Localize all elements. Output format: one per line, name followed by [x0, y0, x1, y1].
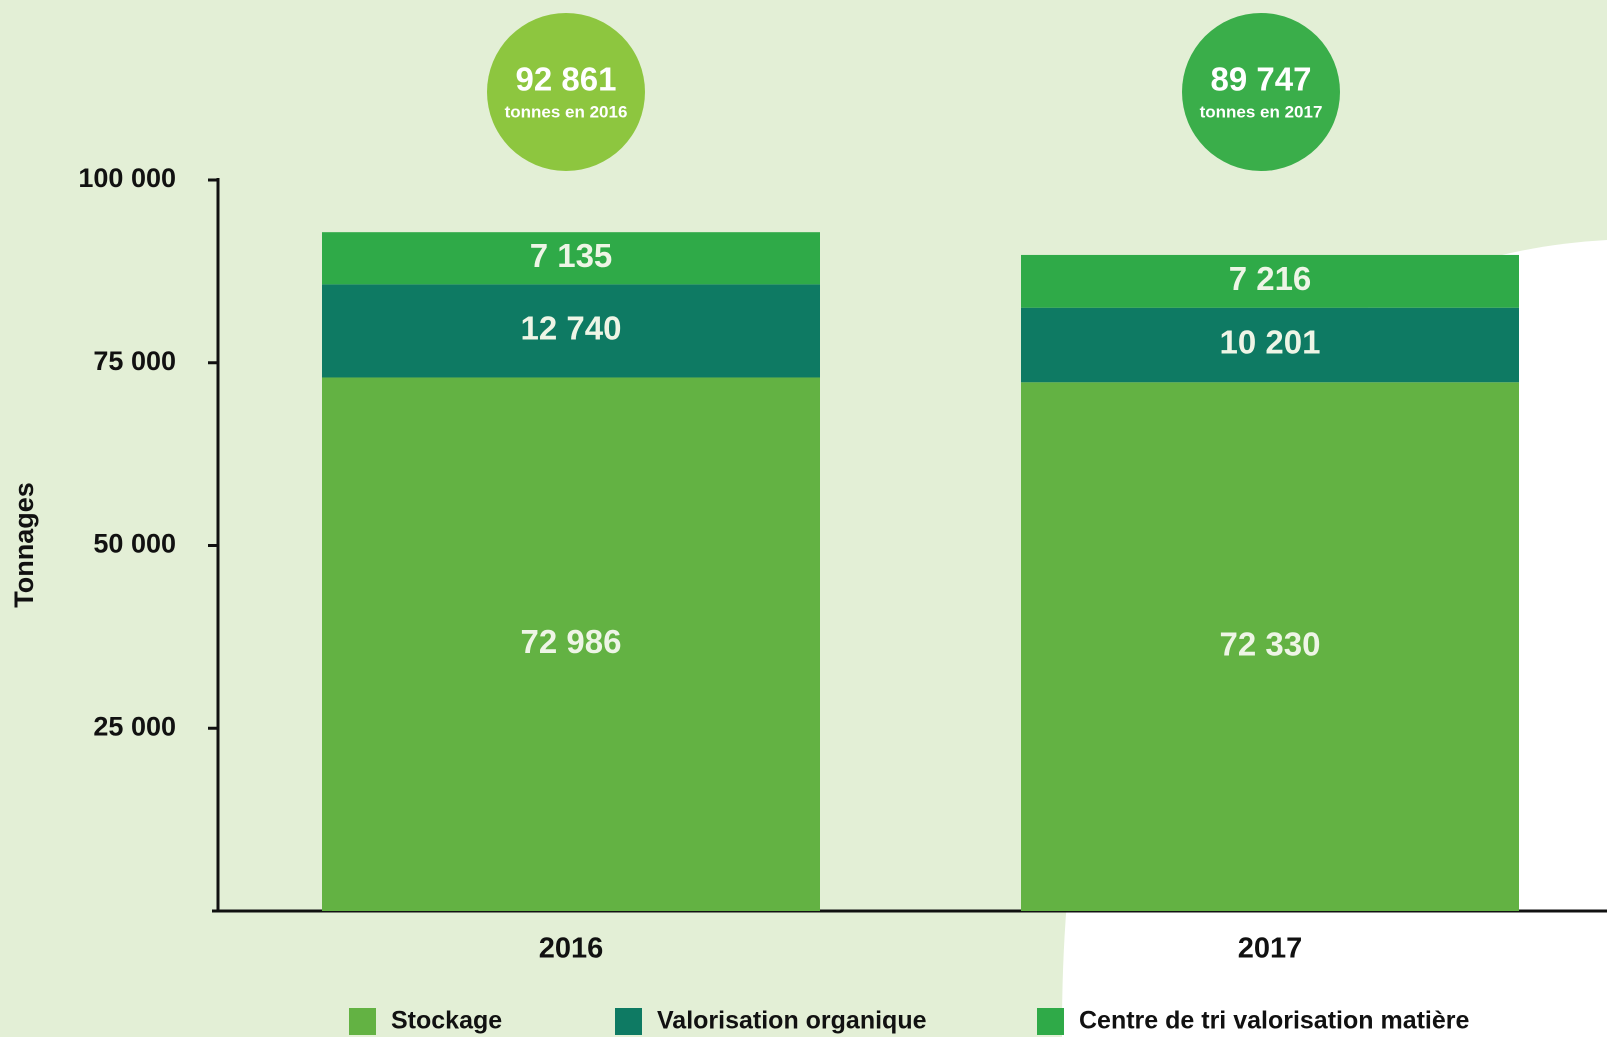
x-tick-label: 2016 [539, 933, 604, 965]
legend-swatch [1037, 1008, 1064, 1035]
data-label: 10 201 [1220, 324, 1321, 361]
total-badge [1182, 13, 1340, 171]
y-tick-label: 25 000 [93, 711, 176, 741]
bar-segment [322, 232, 820, 285]
total-badge [487, 13, 645, 171]
legend-swatch [615, 1008, 642, 1035]
data-label: 7 135 [530, 237, 613, 274]
total-value: 89 747 [1211, 61, 1312, 98]
y-axis-label: Tonnages [9, 482, 39, 608]
bar-segment [322, 377, 820, 911]
legend-label: Valorisation organique [657, 1007, 927, 1035]
data-label: 72 330 [1220, 625, 1321, 662]
x-tick-label: 2017 [1238, 933, 1303, 965]
total-caption: tonnes en 2016 [505, 102, 628, 121]
y-tick-label: 100 000 [78, 163, 176, 193]
data-label: 7 216 [1229, 260, 1312, 297]
bar-segment [322, 284, 820, 378]
total-caption: tonnes en 2017 [1200, 102, 1323, 121]
bar-segment [1021, 254, 1519, 308]
data-label: 12 740 [521, 310, 622, 347]
bar-segment [1021, 382, 1519, 911]
bar-segment [1021, 307, 1519, 383]
y-tick-label: 50 000 [93, 529, 176, 559]
legend-label: Centre de tri valorisation matière [1079, 1007, 1470, 1035]
y-tick-label: 75 000 [93, 346, 176, 376]
total-value: 92 861 [516, 61, 617, 98]
legend-label: Stockage [391, 1007, 502, 1035]
legend-swatch [349, 1008, 376, 1035]
data-label: 72 986 [521, 623, 622, 660]
